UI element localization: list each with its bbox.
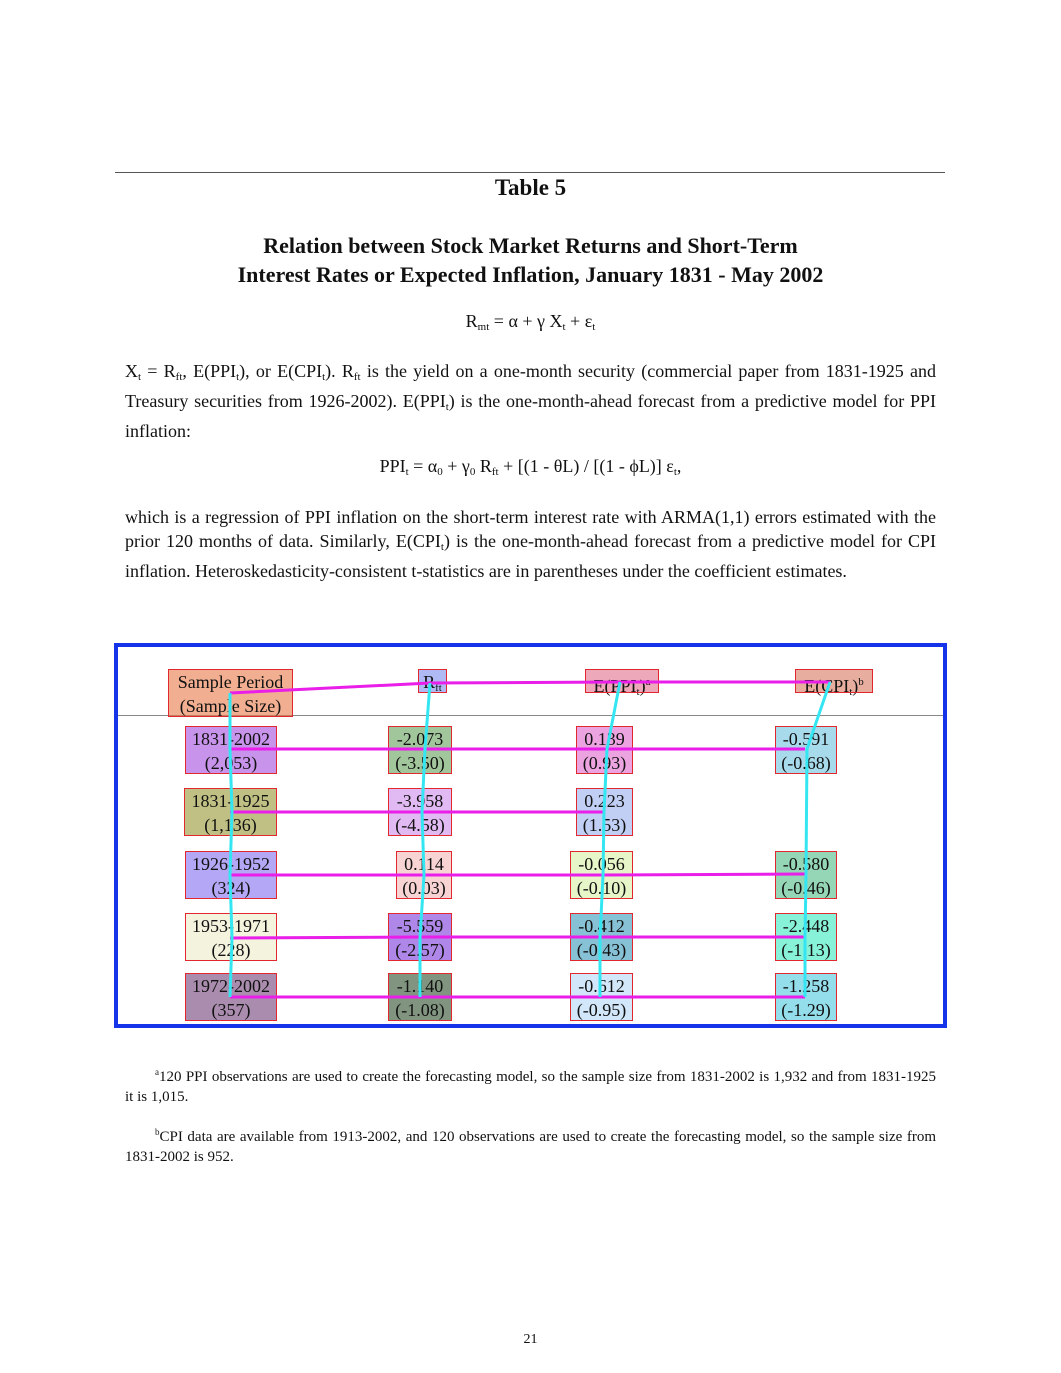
row-5-rf: -1.140 (-1.08) [388,973,452,1021]
row-1-ecpi: -0.591 (-0.68) [775,726,837,774]
table-frame [114,643,947,1028]
row-4-period: 1953-1971 (228) [185,913,277,961]
title-line-1: Relation between Stock Market Returns an… [263,233,798,258]
row-3-eppi: -0.056 (-0.10) [570,851,633,899]
title-line-2: Interest Rates or Expected Inflation, Ja… [237,262,824,287]
row-1-rf: -2.073 (-3.50) [388,726,452,774]
description-paragraph-2: which is a regression of PPI inflation o… [125,507,936,581]
row-1-eppi: 0.139 (0.93) [576,726,633,774]
ppi-model-equation: PPIt = α0 + γ0 Rft + [(1 - θL) / [(1 - ϕ… [379,456,682,478]
header-ecpi: E(CPIt)b [795,669,873,698]
row-2-eppi: 0.223 (1.53) [576,788,633,836]
row-4-rf: -5.559 (-2.57) [388,913,452,961]
row-2-rf: -3.958 (-4.58) [388,788,452,836]
page-number: 21 [523,1332,538,1347]
row-4-eppi: -0.412 (-0.43) [570,913,633,961]
header-eppi: E(PPIt)a [585,669,659,698]
header-divider [118,715,943,716]
top-rule [115,172,945,173]
footnote-b-marker: b [858,676,864,688]
row-3-ecpi: -0.580 (-0.46) [775,851,837,899]
row-1-period: 1831-2002 (2,053) [185,726,277,774]
header-sample-period: Sample Period (Sample Size) [168,669,293,717]
row-4-ecpi: -2.448 (-1.13) [775,913,837,961]
table-label: Table 5 [494,175,567,200]
row-2-period: 1831-1925 (1,136) [184,788,277,836]
regression-equation: Rmt = α + γ Xt + εt [465,311,596,333]
row-5-ecpi: -1.258 (-1.29) [775,973,837,1021]
header-rf: Rft [418,669,447,694]
row-5-eppi: -0.612 (-0.95) [570,973,633,1021]
footnote-b: bCPI data are available from 1913-2002, … [125,1127,936,1165]
row-5-period: 1972-2002 (357) [185,973,277,1021]
table-title: Relation between Stock Market Returns an… [0,231,1061,289]
footnote-a-marker: a [645,676,651,688]
footnote-a: a120 PPI observations are used to create… [125,1067,936,1105]
row-3-period: 1926-1952 (324) [185,851,277,899]
description-paragraph-1: Xt = Rft, E(PPIt), or E(CPIt). Rft is th… [125,361,936,441]
row-3-rf: 0.114 (0.03) [396,851,452,899]
